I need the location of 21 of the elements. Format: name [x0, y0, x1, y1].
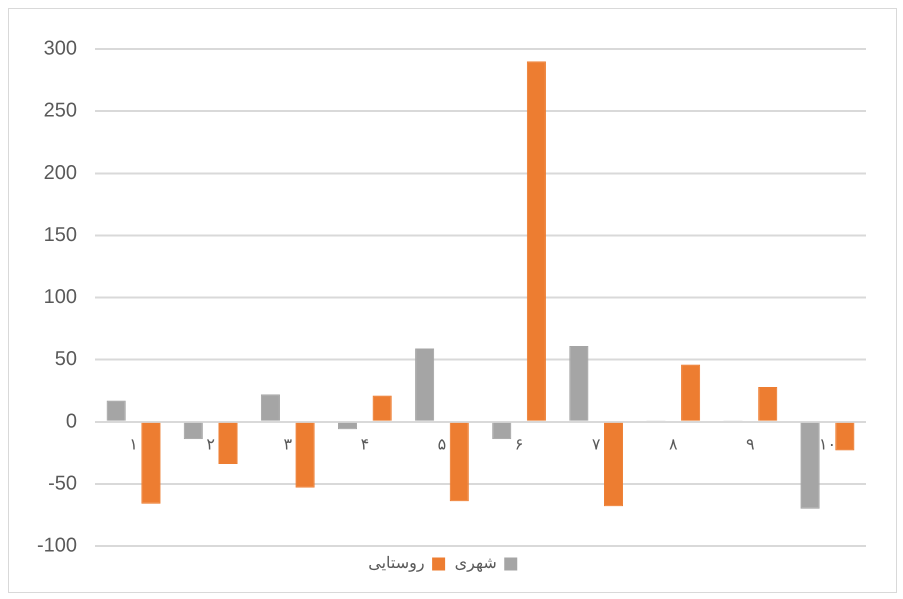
y-tick-label: 150: [44, 224, 78, 246]
legend-label: شهری: [454, 553, 497, 572]
y-tick-label: 0: [66, 410, 78, 432]
x-tick-label: ۵: [438, 434, 446, 454]
x-tick-label: ۱۰: [818, 434, 836, 454]
y-tick-label: 50: [54, 348, 78, 370]
x-tick-label: ۹: [746, 434, 755, 454]
y-tick-label: -100: [37, 534, 78, 557]
x-tick-label: ۷: [592, 434, 601, 454]
y-tick-label: -50: [48, 472, 78, 494]
y-tick-label: 300: [44, 38, 78, 60]
y-tick-label: 200: [44, 162, 78, 184]
legend-label: روستایی: [368, 553, 425, 572]
y-tick-label: 250: [44, 100, 78, 122]
x-tick-label: ۱: [129, 434, 138, 454]
x-tick-label: ۴: [360, 434, 370, 454]
x-tick-label: ۸: [668, 434, 678, 454]
x-tick-label: ۶: [514, 434, 524, 454]
y-tick-label: 100: [44, 286, 78, 308]
x-tick-label: ۲: [206, 434, 215, 454]
x-tick-label: ۳: [283, 434, 292, 454]
